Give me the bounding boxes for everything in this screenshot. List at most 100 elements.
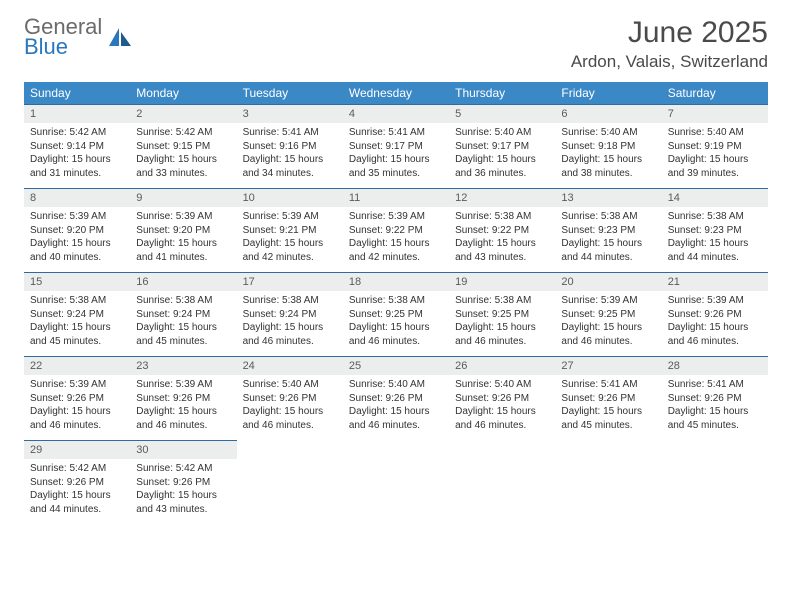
- sunset-line: Sunset: 9:26 PM: [243, 392, 337, 406]
- calendar-cell: .: [343, 440, 449, 524]
- sunrise-line: Sunrise: 5:40 AM: [455, 378, 549, 392]
- sunset-line: Sunset: 9:21 PM: [243, 224, 337, 238]
- calendar-cell: 9Sunrise: 5:39 AMSunset: 9:20 PMDaylight…: [130, 188, 236, 272]
- day-details: Sunrise: 5:39 AMSunset: 9:22 PMDaylight:…: [343, 207, 449, 272]
- sunset-line: Sunset: 9:14 PM: [30, 140, 124, 154]
- calendar-cell: 2Sunrise: 5:42 AMSunset: 9:15 PMDaylight…: [130, 104, 236, 188]
- daylight-line: Daylight: 15 hours and 46 minutes.: [243, 405, 337, 432]
- day-details: Sunrise: 5:39 AMSunset: 9:25 PMDaylight:…: [555, 291, 661, 356]
- daylight-line: Daylight: 15 hours and 46 minutes.: [668, 321, 762, 348]
- day-number: 2: [130, 104, 236, 123]
- calendar-cell: 4Sunrise: 5:41 AMSunset: 9:17 PMDaylight…: [343, 104, 449, 188]
- daylight-line: Daylight: 15 hours and 46 minutes.: [455, 405, 549, 432]
- sunset-line: Sunset: 9:22 PM: [349, 224, 443, 238]
- daylight-line: Daylight: 15 hours and 45 minutes.: [668, 405, 762, 432]
- weekday-header: Monday: [130, 82, 236, 104]
- daylight-line: Daylight: 15 hours and 45 minutes.: [136, 321, 230, 348]
- sunset-line: Sunset: 9:16 PM: [243, 140, 337, 154]
- day-details: Sunrise: 5:38 AMSunset: 9:22 PMDaylight:…: [449, 207, 555, 272]
- calendar-cell: 25Sunrise: 5:40 AMSunset: 9:26 PMDayligh…: [343, 356, 449, 440]
- day-details: Sunrise: 5:40 AMSunset: 9:26 PMDaylight:…: [449, 375, 555, 440]
- calendar-cell: 8Sunrise: 5:39 AMSunset: 9:20 PMDaylight…: [24, 188, 130, 272]
- weekday-header: Thursday: [449, 82, 555, 104]
- daylight-line: Daylight: 15 hours and 44 minutes.: [30, 489, 124, 516]
- calendar-cell: 13Sunrise: 5:38 AMSunset: 9:23 PMDayligh…: [555, 188, 661, 272]
- day-number: 6: [555, 104, 661, 123]
- day-number: 16: [130, 272, 236, 291]
- calendar-cell: 7Sunrise: 5:40 AMSunset: 9:19 PMDaylight…: [662, 104, 768, 188]
- daylight-line: Daylight: 15 hours and 31 minutes.: [30, 153, 124, 180]
- day-number: 28: [662, 356, 768, 375]
- page-title: June 2025: [571, 16, 768, 50]
- sunset-line: Sunset: 9:24 PM: [243, 308, 337, 322]
- sunrise-line: Sunrise: 5:38 AM: [455, 210, 549, 224]
- weekday-header: Friday: [555, 82, 661, 104]
- sunrise-line: Sunrise: 5:38 AM: [668, 210, 762, 224]
- day-details: Sunrise: 5:38 AMSunset: 9:23 PMDaylight:…: [555, 207, 661, 272]
- day-details: Sunrise: 5:39 AMSunset: 9:26 PMDaylight:…: [662, 291, 768, 356]
- sunrise-line: Sunrise: 5:39 AM: [349, 210, 443, 224]
- day-number: 5: [449, 104, 555, 123]
- sunset-line: Sunset: 9:26 PM: [668, 308, 762, 322]
- sunrise-line: Sunrise: 5:38 AM: [243, 294, 337, 308]
- calendar-cell: 28Sunrise: 5:41 AMSunset: 9:26 PMDayligh…: [662, 356, 768, 440]
- day-details: Sunrise: 5:41 AMSunset: 9:26 PMDaylight:…: [555, 375, 661, 440]
- day-number: 11: [343, 188, 449, 207]
- day-details: Sunrise: 5:39 AMSunset: 9:20 PMDaylight:…: [24, 207, 130, 272]
- sunrise-line: Sunrise: 5:39 AM: [136, 378, 230, 392]
- day-number: 12: [449, 188, 555, 207]
- sunset-line: Sunset: 9:18 PM: [561, 140, 655, 154]
- calendar-cell: .: [449, 440, 555, 524]
- day-details: Sunrise: 5:39 AMSunset: 9:26 PMDaylight:…: [130, 375, 236, 440]
- day-number: 14: [662, 188, 768, 207]
- day-number: 21: [662, 272, 768, 291]
- daylight-line: Daylight: 15 hours and 38 minutes.: [561, 153, 655, 180]
- sunset-line: Sunset: 9:26 PM: [30, 392, 124, 406]
- day-details: Sunrise: 5:42 AMSunset: 9:26 PMDaylight:…: [130, 459, 236, 524]
- sunset-line: Sunset: 9:26 PM: [561, 392, 655, 406]
- daylight-line: Daylight: 15 hours and 40 minutes.: [30, 237, 124, 264]
- location-text: Ardon, Valais, Switzerland: [571, 52, 768, 72]
- sunrise-line: Sunrise: 5:38 AM: [561, 210, 655, 224]
- day-details: Sunrise: 5:42 AMSunset: 9:15 PMDaylight:…: [130, 123, 236, 188]
- sunrise-line: Sunrise: 5:40 AM: [668, 126, 762, 140]
- calendar-cell: 24Sunrise: 5:40 AMSunset: 9:26 PMDayligh…: [237, 356, 343, 440]
- sunset-line: Sunset: 9:24 PM: [30, 308, 124, 322]
- sunset-line: Sunset: 9:20 PM: [30, 224, 124, 238]
- day-details: Sunrise: 5:40 AMSunset: 9:18 PMDaylight:…: [555, 123, 661, 188]
- day-details: Sunrise: 5:42 AMSunset: 9:14 PMDaylight:…: [24, 123, 130, 188]
- sunset-line: Sunset: 9:26 PM: [136, 392, 230, 406]
- sunrise-line: Sunrise: 5:42 AM: [136, 462, 230, 476]
- daylight-line: Daylight: 15 hours and 46 minutes.: [349, 321, 443, 348]
- daylight-line: Daylight: 15 hours and 39 minutes.: [668, 153, 762, 180]
- day-number: 29: [24, 440, 130, 459]
- daylight-line: Daylight: 15 hours and 41 minutes.: [136, 237, 230, 264]
- brand-logo: General Blue: [24, 16, 132, 58]
- sunset-line: Sunset: 9:22 PM: [455, 224, 549, 238]
- day-details: Sunrise: 5:39 AMSunset: 9:21 PMDaylight:…: [237, 207, 343, 272]
- day-number: 18: [343, 272, 449, 291]
- daylight-line: Daylight: 15 hours and 45 minutes.: [30, 321, 124, 348]
- calendar-cell: 21Sunrise: 5:39 AMSunset: 9:26 PMDayligh…: [662, 272, 768, 356]
- calendar-cell: 10Sunrise: 5:39 AMSunset: 9:21 PMDayligh…: [237, 188, 343, 272]
- day-number: 23: [130, 356, 236, 375]
- daylight-line: Daylight: 15 hours and 43 minutes.: [136, 489, 230, 516]
- sunset-line: Sunset: 9:24 PM: [136, 308, 230, 322]
- day-number: 27: [555, 356, 661, 375]
- day-number: 3: [237, 104, 343, 123]
- sunset-line: Sunset: 9:23 PM: [668, 224, 762, 238]
- weekday-header: Saturday: [662, 82, 768, 104]
- daylight-line: Daylight: 15 hours and 46 minutes.: [349, 405, 443, 432]
- daylight-line: Daylight: 15 hours and 44 minutes.: [668, 237, 762, 264]
- daylight-line: Daylight: 15 hours and 42 minutes.: [243, 237, 337, 264]
- day-details: Sunrise: 5:41 AMSunset: 9:17 PMDaylight:…: [343, 123, 449, 188]
- calendar-cell: 30Sunrise: 5:42 AMSunset: 9:26 PMDayligh…: [130, 440, 236, 524]
- sunrise-line: Sunrise: 5:38 AM: [30, 294, 124, 308]
- calendar-table: Sunday Monday Tuesday Wednesday Thursday…: [24, 82, 768, 524]
- calendar-cell: .: [555, 440, 661, 524]
- calendar-cell: 19Sunrise: 5:38 AMSunset: 9:25 PMDayligh…: [449, 272, 555, 356]
- sunset-line: Sunset: 9:26 PM: [349, 392, 443, 406]
- calendar-cell: 6Sunrise: 5:40 AMSunset: 9:18 PMDaylight…: [555, 104, 661, 188]
- sunset-line: Sunset: 9:25 PM: [561, 308, 655, 322]
- day-number: 8: [24, 188, 130, 207]
